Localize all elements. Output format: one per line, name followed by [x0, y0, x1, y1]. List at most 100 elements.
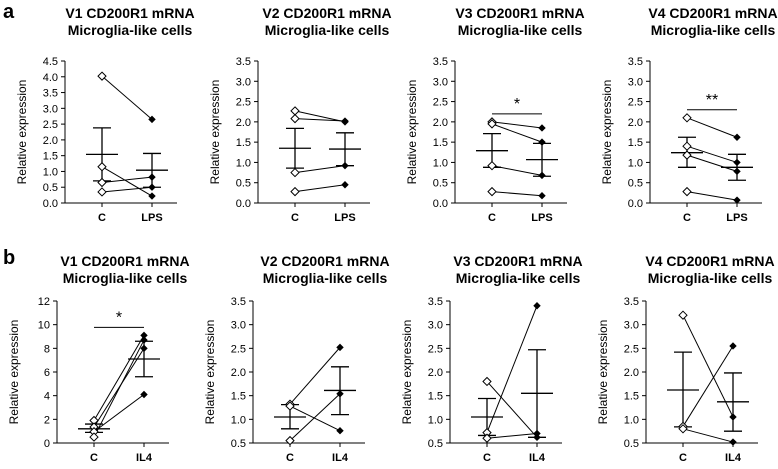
chart-subtitle: Microglia-like cells [63, 270, 188, 286]
data-point-treatment [341, 181, 349, 189]
chart-subtitle: Microglia-like cells [68, 22, 193, 38]
x-tick-label: LPS [531, 212, 552, 224]
y-tick-label: 2.0 [428, 367, 443, 379]
y-tick-label: 4.0 [43, 72, 58, 84]
data-point-treatment [733, 167, 741, 176]
pair-line [101, 176, 153, 183]
y-axis-label: Relative expression [400, 320, 414, 425]
y-tick-label: 0.0 [236, 198, 251, 210]
y-tick-label: 0.0 [43, 198, 58, 210]
x-tick-label: LPS [334, 212, 355, 224]
x-tick-label: C [679, 452, 687, 464]
data-point-control [682, 141, 692, 151]
data-point-control [290, 106, 300, 116]
data-point-treatment [148, 192, 156, 200]
data-point-treatment [336, 390, 344, 398]
chart-subtitle: Microglia-like cells [458, 22, 583, 38]
y-tick-label: 1.0 [624, 414, 639, 426]
y-axis-label: Relative expression [596, 320, 610, 425]
x-tick-label: IL4 [529, 452, 546, 464]
pair-line [491, 121, 543, 129]
y-axis-label: Relative expression [405, 80, 419, 185]
y-tick-label: 3.0 [624, 320, 639, 332]
y-tick-label: 1.5 [231, 391, 246, 403]
chart-title: V1 CD200R1 mRNA [65, 5, 194, 21]
pair-line [101, 166, 153, 197]
y-tick-label: 0.5 [428, 438, 443, 450]
y-tick-label: 2.5 [428, 343, 443, 355]
data-point-treatment [733, 158, 741, 167]
data-point-treatment [140, 344, 148, 353]
chart-title: V4 CD200R1 mRNA [645, 253, 774, 269]
pair-line [294, 110, 346, 123]
x-tick-label: LPS [141, 212, 162, 224]
y-tick-label: 2.5 [433, 97, 448, 109]
x-tick-label: C [483, 452, 491, 464]
pair-line [294, 184, 346, 193]
pair-line [686, 117, 738, 138]
x-tick-label: C [286, 452, 294, 464]
data-point-control [285, 435, 295, 446]
data-point-control [682, 113, 692, 123]
data-point-control [482, 433, 492, 443]
data-point-control [678, 424, 688, 434]
significance-marker: * [116, 309, 122, 326]
data-point-treatment [538, 124, 546, 132]
chart-subtitle: Microglia-like cells [263, 270, 388, 286]
y-tick-label: 0.5 [236, 178, 251, 190]
pair-line [289, 393, 341, 441]
data-point-treatment [733, 133, 741, 141]
y-tick-label: 8 [44, 343, 50, 355]
data-point-control [290, 167, 300, 178]
data-point-treatment [533, 433, 541, 442]
data-point-treatment [729, 413, 737, 421]
y-tick-label: 1.5 [236, 137, 251, 149]
pair-line [101, 186, 153, 193]
y-tick-label: 0.0 [628, 198, 643, 210]
y-tick-label: 3.0 [236, 76, 251, 88]
pair-line [682, 428, 734, 443]
y-tick-label: 1.5 [428, 391, 443, 403]
data-point-treatment [533, 429, 541, 438]
data-point-treatment [729, 342, 737, 350]
data-point-treatment [148, 183, 156, 191]
data-point-treatment [140, 336, 148, 344]
y-tick-label: 2.5 [43, 119, 58, 131]
y-tick-label: 1.0 [428, 414, 443, 426]
y-tick-label: 3.0 [231, 320, 246, 332]
pair-line [486, 305, 538, 433]
x-tick-label: LPS [726, 212, 747, 224]
y-tick-label: 2.0 [231, 367, 246, 379]
pair-line [93, 394, 145, 433]
chart-title: V2 CD200R1 mRNA [260, 253, 389, 269]
data-point-treatment [538, 191, 546, 200]
chart-title: V4 CD200R1 mRNA [648, 5, 777, 21]
pair-line [682, 314, 734, 418]
panel-label-a: a [3, 1, 15, 23]
y-tick-label: 2.0 [43, 135, 58, 147]
pair-line [93, 339, 145, 438]
y-tick-label: 2.0 [628, 117, 643, 129]
pair-line [486, 381, 538, 438]
y-tick-label: 2 [44, 414, 50, 426]
data-point-treatment [729, 438, 737, 446]
y-tick-label: 0.5 [43, 182, 58, 194]
y-tick-label: 3.0 [428, 320, 443, 332]
y-tick-label: 2.5 [624, 343, 639, 355]
x-tick-label: C [98, 212, 106, 224]
data-point-control [97, 71, 107, 81]
y-tick-label: 6 [44, 367, 50, 379]
y-tick-label: 0.5 [624, 438, 639, 450]
y-tick-label: 4 [44, 391, 50, 403]
data-point-control [487, 160, 497, 171]
y-tick-label: 1.0 [236, 157, 251, 169]
data-point-treatment [538, 171, 546, 180]
y-tick-label: 3.0 [43, 103, 58, 115]
pair-line [686, 191, 738, 201]
data-point-control [97, 177, 107, 188]
